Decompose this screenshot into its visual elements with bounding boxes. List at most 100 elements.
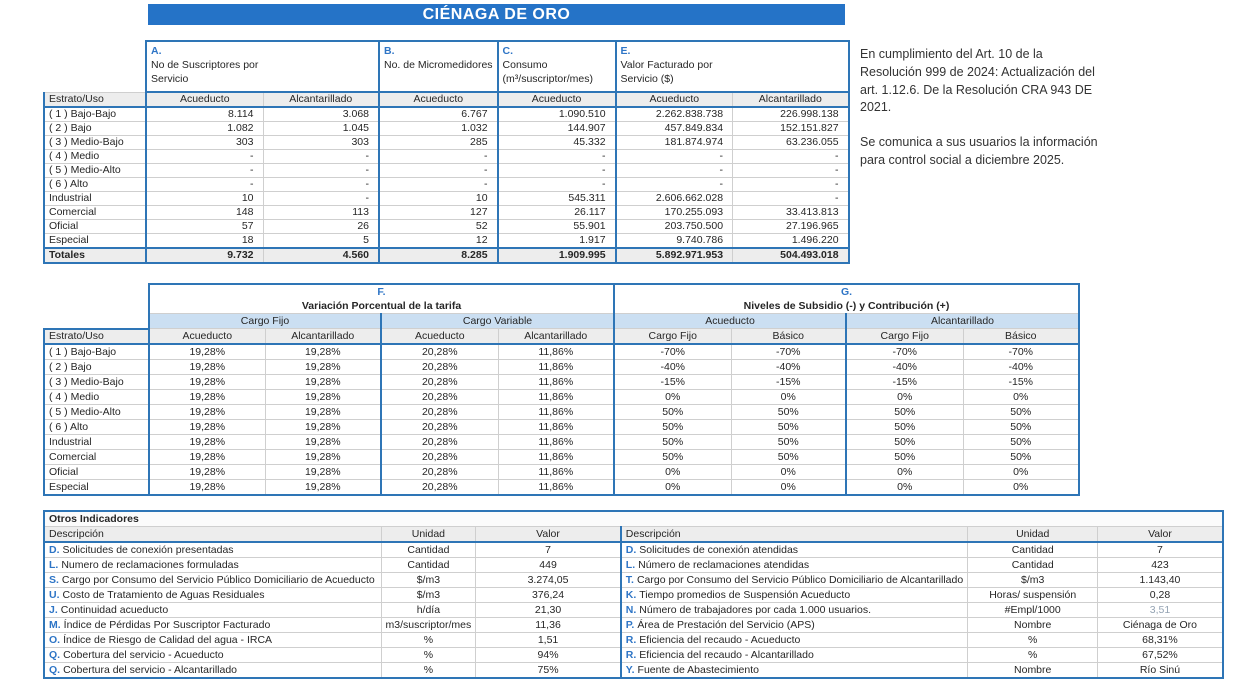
cell: 0% [613, 389, 732, 405]
col-header: Acueducto [148, 328, 266, 345]
indicator-unit: % [380, 647, 477, 663]
cell: 0% [962, 479, 1080, 496]
row-label: Oficial [43, 464, 150, 480]
row-label: ( 5 ) Medio-Alto [43, 404, 150, 420]
cell: 26.117 [496, 205, 617, 220]
group-c-letter: C. [502, 45, 514, 57]
cell: 19,28% [264, 389, 382, 405]
cell: 303 [262, 135, 380, 150]
cell: 545.311 [496, 191, 617, 206]
cell: 11,86% [497, 479, 615, 496]
col-header: Acueducto [145, 91, 264, 108]
indicator-row: J. Continuidad acueducto h/día 21,30 N. Númer… [43, 602, 1224, 618]
cell: 11,86% [497, 389, 615, 405]
cell: 5.892.971.953 [614, 247, 734, 264]
indicator-unit: $/m3 [380, 572, 477, 588]
cell: -15% [962, 374, 1080, 390]
cell: 11,86% [497, 434, 615, 450]
cell: 170.255.093 [614, 205, 734, 220]
cell: 144.907 [496, 121, 617, 136]
indicators-title: Otros Indicadores [43, 510, 1224, 527]
table-row: ( 2 ) Bajo 19,28% 19,28% 20,28% 11,86% -40% -4… [43, 359, 1080, 375]
indicator-desc: D. Solicitudes de conexión atendidas [619, 541, 969, 558]
col-header: Básico [962, 328, 1080, 345]
row-label: ( 4 ) Medio [43, 149, 147, 164]
cell: 19,28% [264, 434, 382, 450]
table-row: ( 6 ) Alto - - - - - - [43, 177, 850, 192]
group-header-row: A. No de Suscriptores por Servicio B. No… [44, 40, 850, 93]
cell: 50% [962, 434, 1080, 450]
corner-cell [44, 284, 150, 314]
row-label: Comercial [43, 449, 150, 465]
indicator-value: 68,31% [1097, 632, 1224, 648]
cell: 2.262.838.738 [614, 106, 734, 122]
indicator-desc: Q. Cobertura del servicio - Alcantarillad… [43, 662, 382, 679]
indicator-value: 94% [475, 647, 622, 663]
cell: 226.998.138 [732, 106, 850, 122]
indicator-value: Ciénaga de Oro [1097, 617, 1224, 633]
cell: 50% [613, 419, 732, 435]
cell: 18 [145, 233, 264, 249]
section-f-letter: F. [377, 286, 386, 298]
cell: 11,86% [497, 449, 615, 465]
indicator-value: 449 [475, 557, 622, 573]
cell: 11,86% [497, 343, 615, 360]
cell: 19,28% [264, 449, 382, 465]
cell: 50% [845, 449, 964, 465]
indicator-unit: Horas/ suspensión [967, 587, 1099, 603]
cell: -15% [845, 374, 964, 390]
cell: 148 [145, 205, 264, 220]
indicator-desc: T. Cargo por Consumo del Servicio Público… [619, 572, 969, 588]
indicator-value: 376,24 [475, 587, 622, 603]
cell: 20,28% [380, 434, 499, 450]
cell: - [262, 177, 380, 192]
cell: -15% [613, 374, 732, 390]
indicator-unit: Cantidad [967, 557, 1099, 573]
cell: 0% [962, 464, 1080, 480]
cell: 50% [962, 404, 1080, 420]
band-header: Cargo Fijo [148, 313, 382, 329]
cell: 19,28% [264, 359, 382, 375]
table-row: ( 3 ) Medio-Bajo 19,28% 19,28% 20,28% 11,86%… [43, 374, 1080, 390]
cell: 50% [962, 419, 1080, 435]
indicator-desc: R. Eficiencia del recaudo - Alcantarillad… [619, 647, 969, 663]
indicator-value: Río Sinú [1097, 662, 1224, 679]
row-label: Oficial [43, 219, 147, 234]
cell: - [145, 149, 264, 164]
table-row: Oficial 19,28% 19,28% 20,28% 11,86% 0% 0% 0% 0% [43, 464, 1080, 480]
indicator-desc: M. Índice de Pérdidas Por Suscriptor Fact… [43, 617, 382, 633]
cell: 0% [730, 479, 847, 496]
indicator-value: 0,28 [1097, 587, 1224, 603]
cell: 113 [262, 205, 380, 220]
cell: 9.732 [145, 247, 264, 264]
cell: -40% [730, 359, 847, 375]
col-header: Alcantarillado [262, 91, 380, 108]
cell: - [732, 149, 850, 164]
notice-paragraph-1: En cumplimiento del Art. 10 de la Resolu… [860, 47, 1095, 115]
cell: -70% [962, 343, 1080, 360]
cell: 1.496.220 [732, 233, 850, 249]
cell: 50% [730, 449, 847, 465]
cell: - [614, 163, 734, 178]
cell: 50% [730, 404, 847, 420]
cell: 19,28% [148, 404, 266, 420]
cell: 19,28% [148, 479, 266, 496]
col-header: Descripción [619, 526, 969, 543]
indicator-unit: m3/suscriptor/mes [380, 617, 477, 633]
cell: -70% [613, 343, 732, 360]
indicator-value: 21,30 [475, 602, 622, 618]
cell: 50% [962, 449, 1080, 465]
cell: 1.045 [262, 121, 380, 136]
cell: 181.874.974 [614, 135, 734, 150]
cell: 19,28% [264, 479, 382, 496]
cell: 50% [845, 404, 964, 420]
indicator-row: M. Índice de Pérdidas Por Suscriptor Fact… [43, 617, 1224, 633]
table-row: ( 3 ) Medio-Bajo 303 303 285 45.332 181.874.9… [43, 135, 850, 150]
indicator-value: 423 [1097, 557, 1224, 573]
cell: 55.901 [496, 219, 617, 234]
cell: 11,86% [497, 374, 615, 390]
cell: 127 [378, 205, 499, 220]
indicator-unit: #Empl/1000 [967, 602, 1099, 618]
cell: 11,86% [497, 464, 615, 480]
row-label: ( 2 ) Bajo [43, 359, 150, 375]
